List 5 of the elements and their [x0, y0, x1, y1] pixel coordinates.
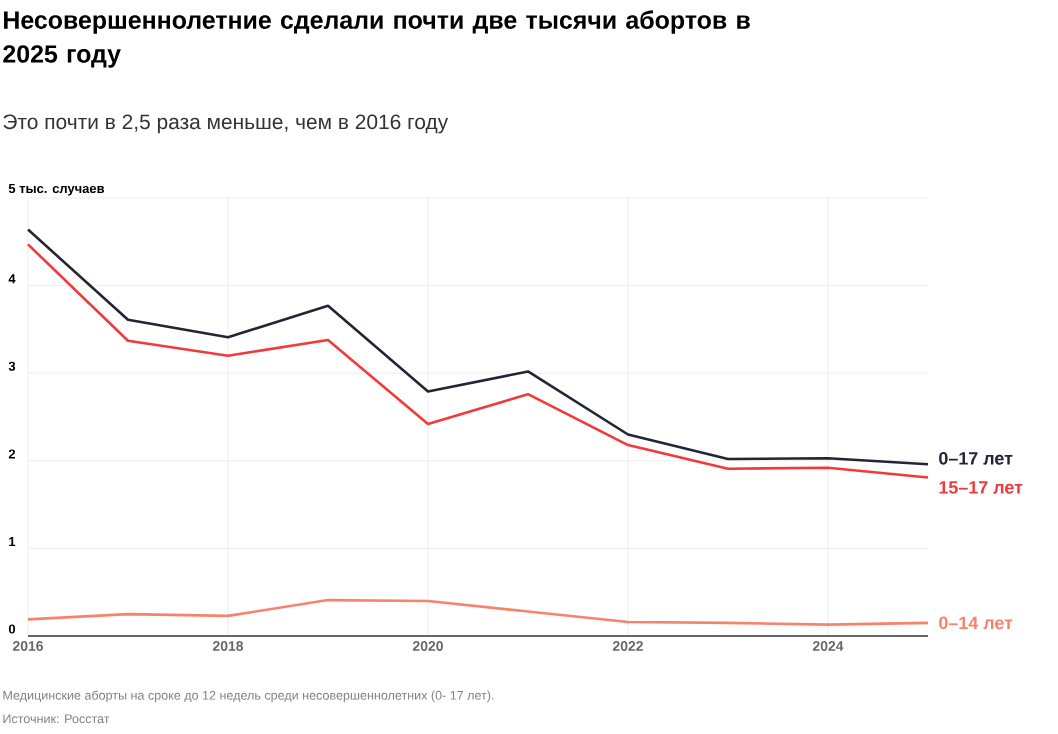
chart-title: Несовершеннолетние сделали почти две тысячи абортов в 2025 году	[3, 10, 750, 68]
series-label: 15–17 лет	[939, 481, 1023, 494]
series-label: 0–17 лет	[939, 451, 1013, 465]
chart-subtitle: Это почти в 2,5 раза меньше, чем в 2016 году	[3, 114, 449, 134]
series-label: 0–14 лет	[939, 616, 1013, 630]
